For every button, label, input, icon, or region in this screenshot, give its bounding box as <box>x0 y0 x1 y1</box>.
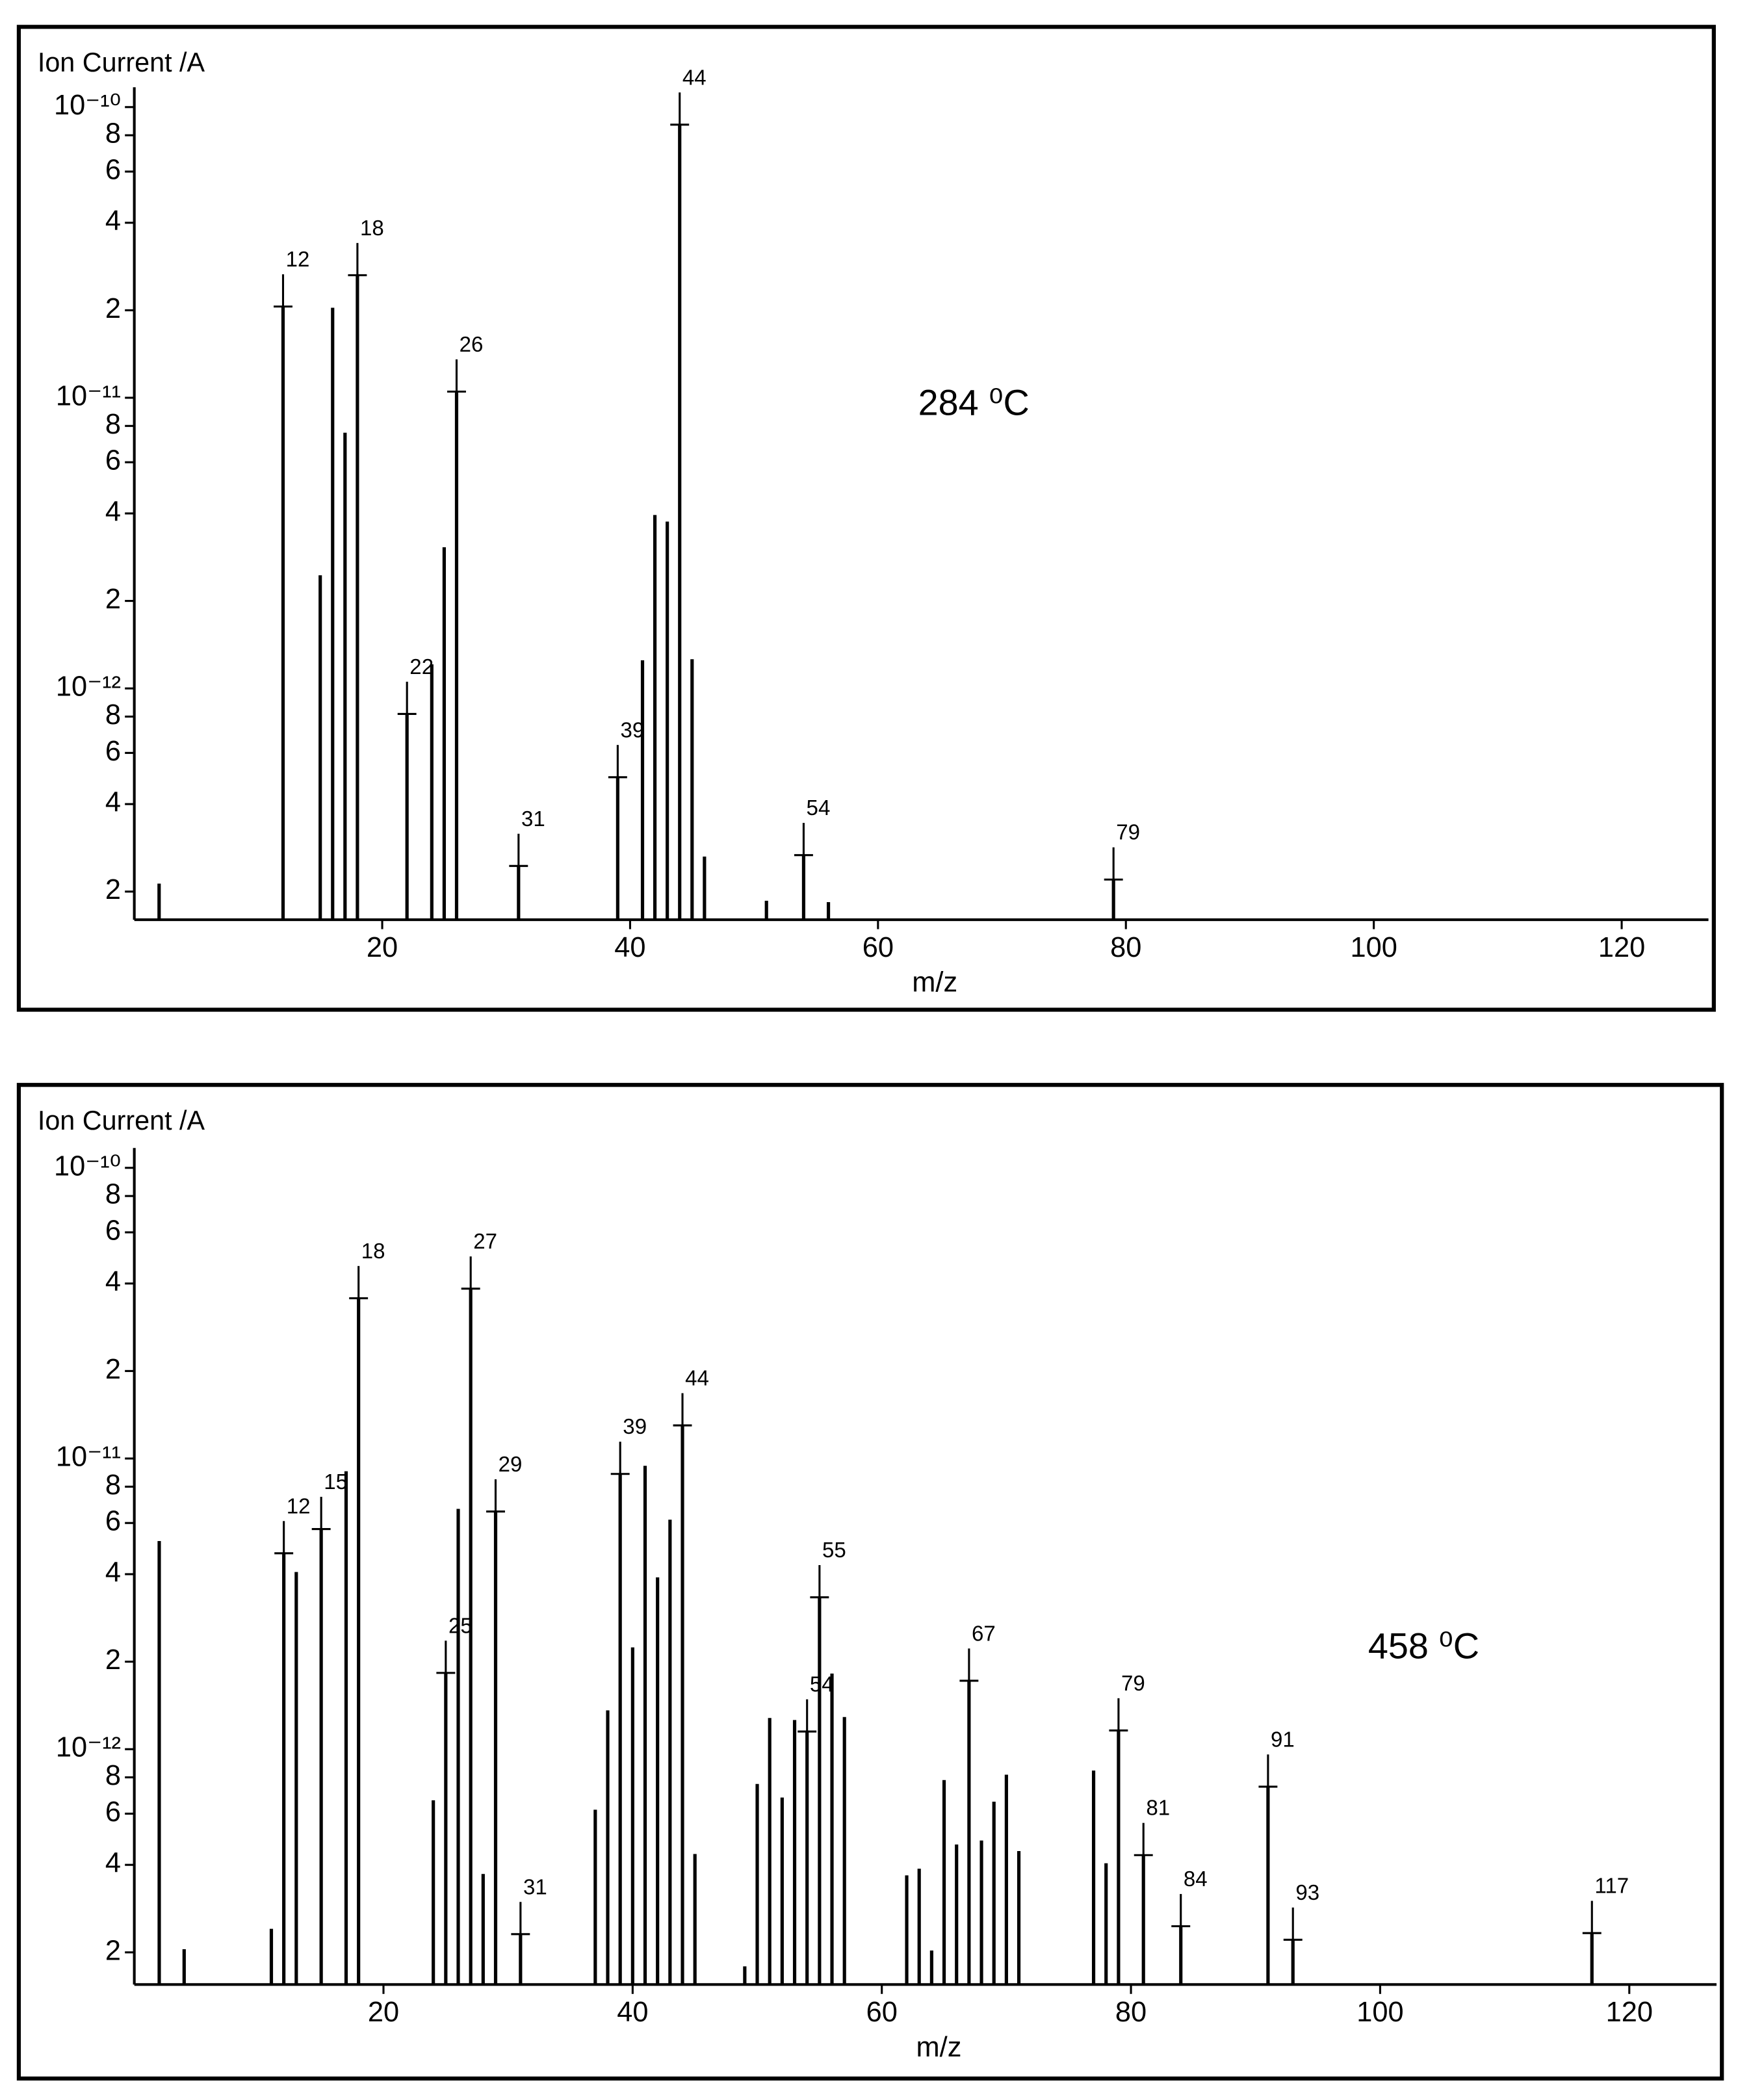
peak-label: 15 <box>324 1470 348 1494</box>
peak-label: 29 <box>499 1453 523 1477</box>
y-tick-label: 8 <box>105 409 121 440</box>
x-tick-label: 40 <box>617 1997 648 2028</box>
x-tick-label: 40 <box>614 932 645 963</box>
panel-frame <box>16 1083 1724 2081</box>
x-tick-label: 100 <box>1356 1997 1403 2028</box>
x-tick-label: 80 <box>1115 1997 1147 2028</box>
y-tick-label: 10⁻¹¹ <box>56 1441 121 1472</box>
y-tick-label: 2 <box>105 874 121 905</box>
y-tick-label: 10⁻¹² <box>56 671 121 703</box>
y-tick-label: 2 <box>105 584 121 615</box>
peak-label: 44 <box>685 1367 709 1391</box>
annotation: 458 ⁰C <box>1368 1626 1479 1666</box>
peak-label: 55 <box>822 1538 846 1562</box>
y-tick-label: 8 <box>105 1760 121 1791</box>
x-tick-label: 20 <box>367 932 398 963</box>
y-tick-label: 8 <box>105 1470 121 1501</box>
peak-label: 44 <box>682 66 707 90</box>
y-tick-label: 8 <box>105 699 121 731</box>
x-tick-label: 120 <box>1598 932 1645 963</box>
y-tick-label: 10⁻¹¹ <box>56 380 121 411</box>
y-tick-label: 10⁻¹² <box>56 1732 121 1763</box>
y-tick-label: 8 <box>105 118 121 149</box>
y-tick-label: 4 <box>105 205 121 237</box>
peak-label: 54 <box>810 1673 834 1697</box>
y-tick-label: 2 <box>105 1644 121 1676</box>
y-tick-label: 4 <box>105 1266 121 1297</box>
peak-label: 117 <box>1594 1874 1629 1899</box>
y-tick-label: 6 <box>105 1506 121 1537</box>
y-tick-label: 2 <box>105 1935 121 1966</box>
y-tick-label: 4 <box>105 1848 121 1879</box>
peak-label: 12 <box>287 1494 311 1518</box>
y-axis-title: Ion Current /A <box>38 1106 205 1135</box>
peak-label: 67 <box>972 1622 996 1646</box>
y-tick-label: 8 <box>105 1179 121 1210</box>
x-tick-label: 60 <box>863 932 894 963</box>
x-tick-label: 60 <box>866 1997 898 2028</box>
peak-label: 84 <box>1184 1867 1208 1891</box>
peak-label: 18 <box>361 1239 385 1264</box>
peak-label: 39 <box>623 1415 647 1439</box>
y-tick-label: 10⁻¹⁰ <box>54 90 121 121</box>
y-tick-label: 6 <box>105 1215 121 1246</box>
peak-label: 27 <box>473 1230 497 1254</box>
peak-label: 91 <box>1271 1728 1295 1752</box>
y-tick-label: 10⁻¹⁰ <box>54 1150 121 1182</box>
x-axis-title: m/z <box>912 967 957 998</box>
y-tick-label: 2 <box>105 1354 121 1385</box>
annotation: 284 ⁰C <box>918 383 1030 423</box>
y-tick-label: 6 <box>105 736 121 767</box>
y-tick-label: 6 <box>105 1796 121 1828</box>
x-tick-label: 20 <box>368 1997 399 2028</box>
peak-label: 79 <box>1121 1672 1145 1696</box>
peak-label: 25 <box>448 1614 473 1638</box>
y-tick-label: 4 <box>105 496 121 527</box>
peak-label: 93 <box>1295 1881 1319 1905</box>
peak-label: 39 <box>621 718 645 742</box>
x-tick-label: 80 <box>1110 932 1141 963</box>
peak-label: 31 <box>521 807 545 831</box>
y-axis-title: Ion Current /A <box>38 47 205 77</box>
y-tick-label: 4 <box>105 787 121 818</box>
panel-frame <box>16 25 1716 1012</box>
peak-label: 54 <box>807 796 831 820</box>
x-tick-label: 100 <box>1350 932 1397 963</box>
y-tick-label: 6 <box>105 154 121 185</box>
peak-label: 22 <box>409 655 434 679</box>
y-tick-label: 6 <box>105 445 121 476</box>
y-tick-label: 2 <box>105 293 121 324</box>
peak-label: 18 <box>360 216 384 240</box>
x-axis-title: m/z <box>916 2032 962 2063</box>
peak-label: 26 <box>460 333 484 357</box>
peak-label: 31 <box>523 1875 547 1899</box>
peak-label: 79 <box>1116 821 1140 845</box>
x-tick-label: 120 <box>1606 1997 1653 2028</box>
y-tick-label: 4 <box>105 1557 121 1588</box>
peak-label: 81 <box>1146 1796 1170 1821</box>
peak-label: 12 <box>286 248 310 272</box>
